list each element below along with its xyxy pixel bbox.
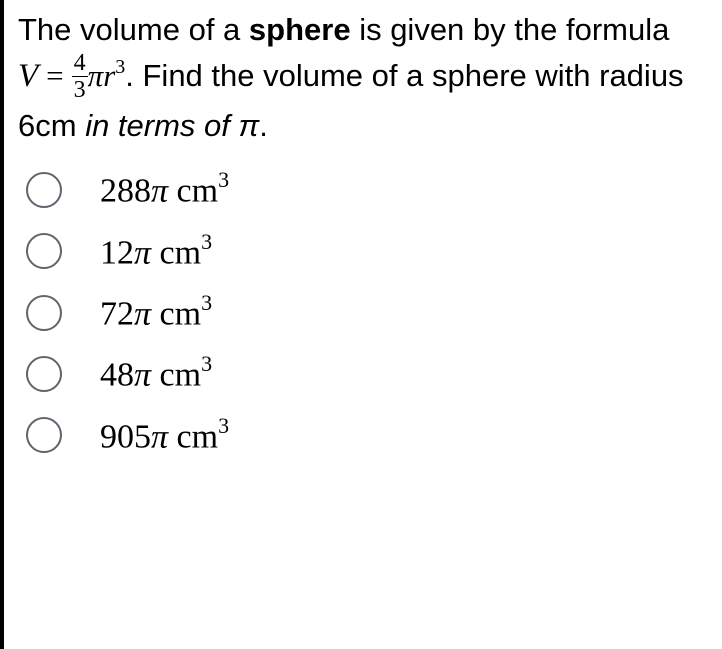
radio-icon[interactable] <box>26 172 62 208</box>
q-part4: . <box>259 108 268 143</box>
radio-icon[interactable] <box>26 233 62 269</box>
coef: 72 <box>100 295 134 332</box>
coef: 905 <box>100 418 151 455</box>
formula-den: 3 <box>72 77 88 102</box>
formula-pi: π <box>88 58 104 93</box>
option-2[interactable]: 12π cm3 <box>26 233 712 270</box>
formula-exp: 3 <box>115 56 125 78</box>
exp: 3 <box>218 413 229 438</box>
option-text: 905π cm3 <box>100 417 229 454</box>
exp: 3 <box>201 290 212 315</box>
q-bold: sphere <box>249 12 351 47</box>
option-1[interactable]: 288π cm3 <box>26 171 712 208</box>
coef: 288 <box>100 173 151 210</box>
pi: π <box>134 234 151 271</box>
formula-frac: 43 <box>72 51 88 102</box>
pi: π <box>151 173 168 210</box>
unit: cm <box>168 418 218 455</box>
unit: cm <box>151 357 201 394</box>
unit: cm <box>168 173 218 210</box>
option-text: 12π cm3 <box>100 233 212 270</box>
q-part1: The volume of a <box>18 12 249 47</box>
exp: 3 <box>201 229 212 254</box>
exp: 3 <box>201 351 212 376</box>
unit: cm <box>151 234 201 271</box>
formula-r: r <box>103 58 115 93</box>
coef: 12 <box>100 234 134 271</box>
q-italic: in terms of π <box>85 108 259 143</box>
pi: π <box>134 295 151 332</box>
option-text: 288π cm3 <box>100 171 229 208</box>
pi: π <box>134 357 151 394</box>
radio-icon[interactable] <box>26 417 62 453</box>
formula-num: 4 <box>72 51 88 77</box>
radio-icon[interactable] <box>26 356 62 392</box>
coef: 48 <box>100 357 134 394</box>
unit: cm <box>151 295 201 332</box>
options-list: 288π cm3 12π cm3 72π cm3 48π cm3 905π cm… <box>18 171 712 454</box>
option-3[interactable]: 72π cm3 <box>26 294 712 331</box>
question-text: The volume of a sphere is given by the f… <box>18 8 712 149</box>
pi: π <box>151 418 168 455</box>
formula-v: V <box>18 58 38 94</box>
option-4[interactable]: 48π cm3 <box>26 355 712 392</box>
option-text: 48π cm3 <box>100 355 212 392</box>
q-formula: V=43πr3 <box>18 58 125 93</box>
option-5[interactable]: 905π cm3 <box>26 417 712 454</box>
formula-eq: = <box>38 58 71 93</box>
option-text: 72π cm3 <box>100 294 212 331</box>
radio-icon[interactable] <box>26 295 62 331</box>
exp: 3 <box>218 167 229 192</box>
q-part2: is given by the formula <box>351 12 670 47</box>
